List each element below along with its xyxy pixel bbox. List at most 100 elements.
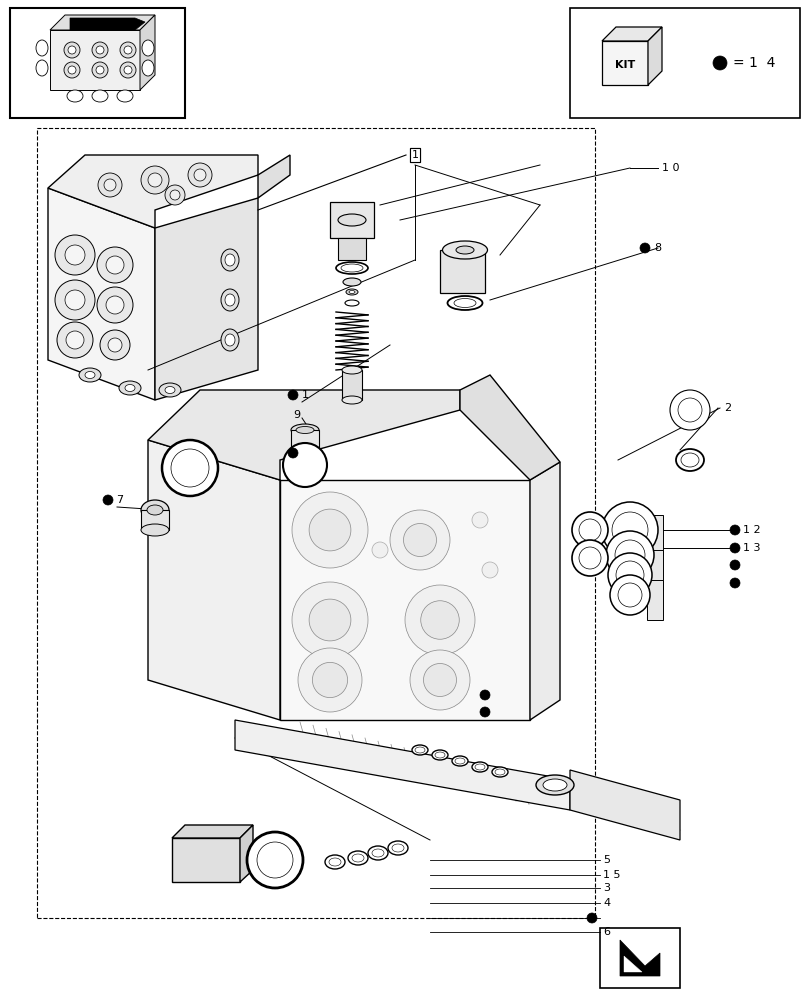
Ellipse shape xyxy=(67,90,83,102)
Text: 1 2: 1 2 xyxy=(742,525,760,535)
Ellipse shape xyxy=(36,40,48,56)
Circle shape xyxy=(68,46,76,54)
Ellipse shape xyxy=(341,366,362,374)
Ellipse shape xyxy=(296,426,314,434)
Ellipse shape xyxy=(392,844,404,852)
Ellipse shape xyxy=(680,453,698,467)
Bar xyxy=(569,8,799,118)
Ellipse shape xyxy=(225,334,234,346)
Ellipse shape xyxy=(452,756,467,766)
Polygon shape xyxy=(623,956,642,972)
Circle shape xyxy=(312,662,347,698)
Circle shape xyxy=(601,502,657,558)
Circle shape xyxy=(571,512,607,548)
Polygon shape xyxy=(139,15,155,90)
Polygon shape xyxy=(280,480,530,720)
Circle shape xyxy=(578,519,600,541)
Circle shape xyxy=(578,547,600,569)
Ellipse shape xyxy=(453,298,475,308)
Circle shape xyxy=(423,664,456,696)
Ellipse shape xyxy=(454,758,465,764)
Circle shape xyxy=(57,322,93,358)
Ellipse shape xyxy=(471,762,487,772)
Polygon shape xyxy=(290,430,319,448)
Circle shape xyxy=(571,540,607,576)
Circle shape xyxy=(68,66,76,74)
Ellipse shape xyxy=(117,90,133,102)
Circle shape xyxy=(162,440,217,496)
Ellipse shape xyxy=(165,386,175,393)
Ellipse shape xyxy=(142,40,154,56)
Text: 1 5: 1 5 xyxy=(603,870,620,880)
Circle shape xyxy=(482,562,497,578)
Text: 6: 6 xyxy=(603,927,609,937)
Circle shape xyxy=(66,331,84,349)
Text: 5: 5 xyxy=(603,855,609,865)
Circle shape xyxy=(677,398,702,422)
Circle shape xyxy=(55,280,95,320)
Ellipse shape xyxy=(85,371,95,378)
Polygon shape xyxy=(329,202,374,238)
Polygon shape xyxy=(569,770,679,840)
Polygon shape xyxy=(148,440,280,720)
Polygon shape xyxy=(148,390,460,480)
Circle shape xyxy=(309,599,350,641)
Circle shape xyxy=(96,66,104,74)
Circle shape xyxy=(292,582,367,658)
Circle shape xyxy=(479,690,489,700)
Bar xyxy=(37,128,594,918)
Polygon shape xyxy=(240,825,253,882)
Text: 1: 1 xyxy=(411,150,418,160)
Ellipse shape xyxy=(221,329,238,351)
Ellipse shape xyxy=(324,855,345,869)
Bar xyxy=(599,928,679,988)
Text: 9: 9 xyxy=(293,410,300,420)
Ellipse shape xyxy=(159,383,181,397)
Polygon shape xyxy=(601,41,647,85)
Text: = 1  4: = 1 4 xyxy=(732,56,775,70)
Circle shape xyxy=(290,450,320,480)
Circle shape xyxy=(65,290,85,310)
Ellipse shape xyxy=(336,262,367,274)
Text: 1 0: 1 0 xyxy=(661,163,679,173)
Ellipse shape xyxy=(442,241,487,259)
Circle shape xyxy=(292,492,367,568)
Circle shape xyxy=(669,390,709,430)
Polygon shape xyxy=(460,375,560,480)
Polygon shape xyxy=(646,550,663,590)
Ellipse shape xyxy=(221,289,238,311)
Ellipse shape xyxy=(337,214,366,226)
Circle shape xyxy=(410,650,470,710)
Ellipse shape xyxy=(345,300,358,306)
Circle shape xyxy=(607,553,651,597)
Polygon shape xyxy=(440,250,484,293)
Circle shape xyxy=(729,543,739,553)
Circle shape xyxy=(405,585,474,655)
Polygon shape xyxy=(50,30,139,90)
Ellipse shape xyxy=(495,769,504,775)
Ellipse shape xyxy=(221,249,238,271)
Ellipse shape xyxy=(141,524,169,536)
Polygon shape xyxy=(647,27,661,85)
Polygon shape xyxy=(646,515,663,555)
Ellipse shape xyxy=(431,750,448,760)
Polygon shape xyxy=(50,15,155,30)
Ellipse shape xyxy=(348,851,367,865)
Circle shape xyxy=(64,62,80,78)
Text: 1 3: 1 3 xyxy=(742,543,760,553)
Text: 8: 8 xyxy=(653,243,660,253)
Ellipse shape xyxy=(225,254,234,266)
Circle shape xyxy=(617,583,642,607)
Text: 4: 4 xyxy=(603,898,609,908)
Polygon shape xyxy=(48,188,155,400)
Polygon shape xyxy=(155,198,258,400)
Ellipse shape xyxy=(491,767,508,777)
Circle shape xyxy=(64,42,80,58)
Circle shape xyxy=(106,256,124,274)
Circle shape xyxy=(97,287,133,323)
Polygon shape xyxy=(234,720,569,810)
Ellipse shape xyxy=(371,849,384,857)
Polygon shape xyxy=(172,838,240,882)
Ellipse shape xyxy=(411,745,427,755)
Circle shape xyxy=(609,575,649,615)
